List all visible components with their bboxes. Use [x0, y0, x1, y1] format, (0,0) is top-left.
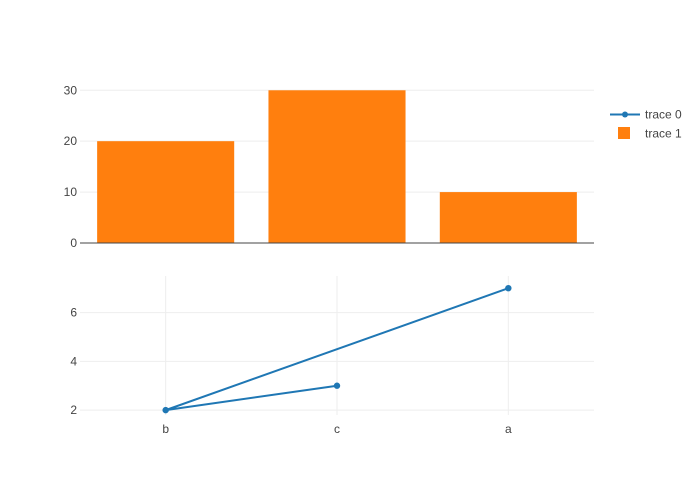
data-point[interactable]	[162, 406, 169, 414]
top-y-tick-labels: 0 10 20 30	[64, 83, 78, 250]
legend-square-icon	[618, 127, 630, 139]
bar-series-trace-1	[97, 90, 577, 243]
bottom-x-tick-label: b	[162, 422, 169, 436]
top-y-tick-label: 20	[64, 134, 78, 148]
bottom-y-tick-label: 4	[70, 354, 77, 368]
bar[interactable]	[439, 192, 577, 243]
top-y-tick-label: 10	[64, 185, 78, 199]
legend-item-trace-0[interactable]: trace 0	[610, 108, 682, 122]
data-point[interactable]	[505, 284, 512, 292]
bottom-y-tick-label: 6	[70, 306, 77, 320]
bottom-y-tick-labels: 2 4 6	[70, 306, 77, 418]
legend: trace 0 trace 1	[610, 108, 682, 141]
bar[interactable]	[268, 90, 406, 243]
top-y-tick-label: 0	[70, 236, 77, 250]
top-y-tick-label: 30	[64, 83, 78, 97]
bottom-y-tick-label: 2	[70, 403, 77, 417]
line-series-trace-0	[162, 284, 512, 414]
bottom-gridlines	[80, 276, 594, 415]
bar[interactable]	[97, 141, 235, 243]
legend-marker-icon	[622, 111, 628, 118]
data-point[interactable]	[333, 382, 341, 389]
legend-label-trace-1: trace 1	[645, 127, 682, 141]
legend-label-trace-0: trace 0	[645, 108, 682, 122]
bottom-x-tick-label: a	[505, 422, 512, 436]
legend-item-trace-1[interactable]: trace 1	[618, 127, 682, 141]
bottom-x-tick-label: c	[334, 422, 340, 436]
